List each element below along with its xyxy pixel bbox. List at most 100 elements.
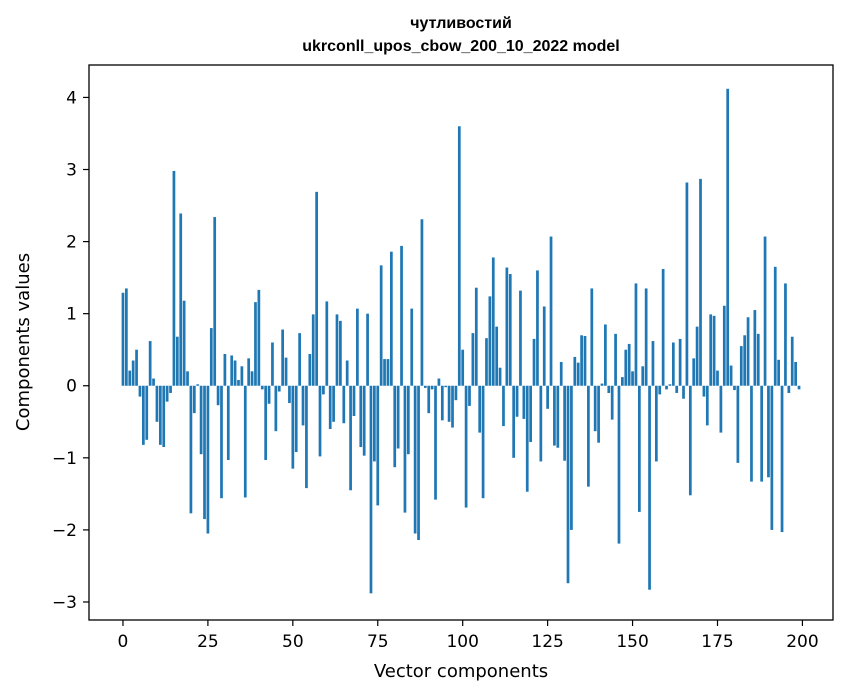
bar-119: [525, 385, 529, 492]
bar-164: [678, 338, 682, 386]
bar-48: [284, 357, 288, 386]
bar-22: [196, 384, 200, 386]
bar-75: [376, 385, 380, 506]
bar-197: [790, 336, 794, 386]
x-tick-label: 0: [118, 632, 129, 652]
bar-24: [203, 385, 206, 520]
bar-64: [339, 320, 342, 386]
bar-46: [277, 385, 281, 392]
bar-41: [260, 385, 264, 390]
bar-180: [733, 385, 736, 391]
bar-150: [631, 371, 634, 386]
bar-125: [546, 385, 549, 409]
bar-99: [457, 126, 461, 386]
bar-107: [485, 338, 488, 386]
bar-123: [539, 385, 543, 462]
bar-7: [145, 385, 149, 440]
x-tick-label: 200: [786, 632, 818, 652]
bar-163: [675, 385, 679, 393]
bar-96: [447, 385, 451, 422]
bar-87: [417, 385, 420, 540]
chart-title-line-1: чутливостий: [410, 15, 512, 32]
bar-8: [148, 341, 152, 386]
bar-68: [352, 385, 356, 417]
bar-37: [247, 358, 251, 386]
bar-168: [692, 358, 696, 386]
bar-118: [522, 385, 526, 419]
bar-170: [699, 178, 702, 386]
bar-153: [641, 366, 645, 386]
bar-35: [240, 366, 244, 386]
bar-156: [651, 341, 655, 386]
y-tick-label: −1: [52, 449, 77, 469]
bar-127: [553, 385, 556, 446]
bar-36: [243, 385, 247, 498]
bar-49: [288, 385, 291, 404]
bar-28: [216, 385, 220, 406]
bar-0: [121, 292, 125, 386]
bar-101: [464, 385, 468, 508]
bar-143: [607, 385, 611, 393]
bar-14: [169, 385, 172, 393]
bar-135: [580, 335, 583, 386]
bar-128: [556, 385, 560, 448]
bar-188: [760, 385, 764, 482]
bar-85: [410, 308, 414, 386]
bar-111: [498, 367, 502, 386]
bar-80: [393, 385, 397, 468]
bar-116: [515, 385, 519, 417]
bar-184: [746, 317, 750, 386]
bar-16: [175, 336, 179, 386]
bar-199: [797, 385, 801, 390]
x-tick-label: 75: [367, 632, 389, 652]
x-tick-label: 125: [531, 632, 563, 652]
bar-73: [369, 385, 373, 594]
bar-6: [142, 385, 145, 445]
y-tick-label: 4: [66, 88, 77, 108]
bar-38: [250, 371, 254, 386]
bar-94: [440, 385, 444, 421]
bar-185: [750, 385, 753, 482]
bar-33: [233, 360, 237, 386]
bar-76: [379, 265, 383, 386]
bar-149: [627, 343, 631, 386]
bar-13: [165, 385, 169, 402]
bar-110: [495, 326, 499, 386]
bar-39: [254, 302, 257, 386]
bar-131: [566, 385, 570, 584]
bar-82: [400, 245, 403, 386]
bar-77: [383, 359, 386, 386]
bar-126: [549, 236, 553, 386]
bar-195: [784, 283, 787, 386]
bars: [121, 88, 801, 594]
bar-122: [536, 270, 539, 386]
bar-83: [403, 385, 407, 513]
y-axis-ticks: −3 −2 −1 0 1 2 3 4: [52, 88, 89, 613]
bar-121: [532, 338, 536, 386]
bar-112: [502, 385, 505, 427]
bar-27: [213, 217, 217, 386]
bar-4: [135, 349, 138, 386]
y-axis-label: Components values: [13, 253, 34, 431]
x-tick-label: 100: [446, 632, 478, 652]
bar-59: [322, 385, 325, 395]
bar-54: [305, 385, 308, 489]
bar-136: [583, 336, 587, 386]
bar-169: [695, 326, 699, 386]
bar-194: [780, 385, 784, 533]
bar-117: [519, 290, 522, 386]
bar-158: [658, 385, 662, 395]
bar-91: [430, 385, 434, 390]
bar-109: [491, 257, 495, 386]
bar-62: [332, 385, 335, 422]
bar-137: [587, 385, 590, 487]
bar-18: [182, 300, 186, 386]
bar-12: [162, 385, 166, 448]
bar-124: [542, 306, 546, 386]
bar-198: [794, 361, 797, 386]
bar-183: [743, 335, 747, 386]
bar-81: [396, 385, 400, 449]
bar-102: [468, 385, 471, 406]
bar-65: [342, 385, 346, 424]
bar-71: [362, 385, 366, 456]
